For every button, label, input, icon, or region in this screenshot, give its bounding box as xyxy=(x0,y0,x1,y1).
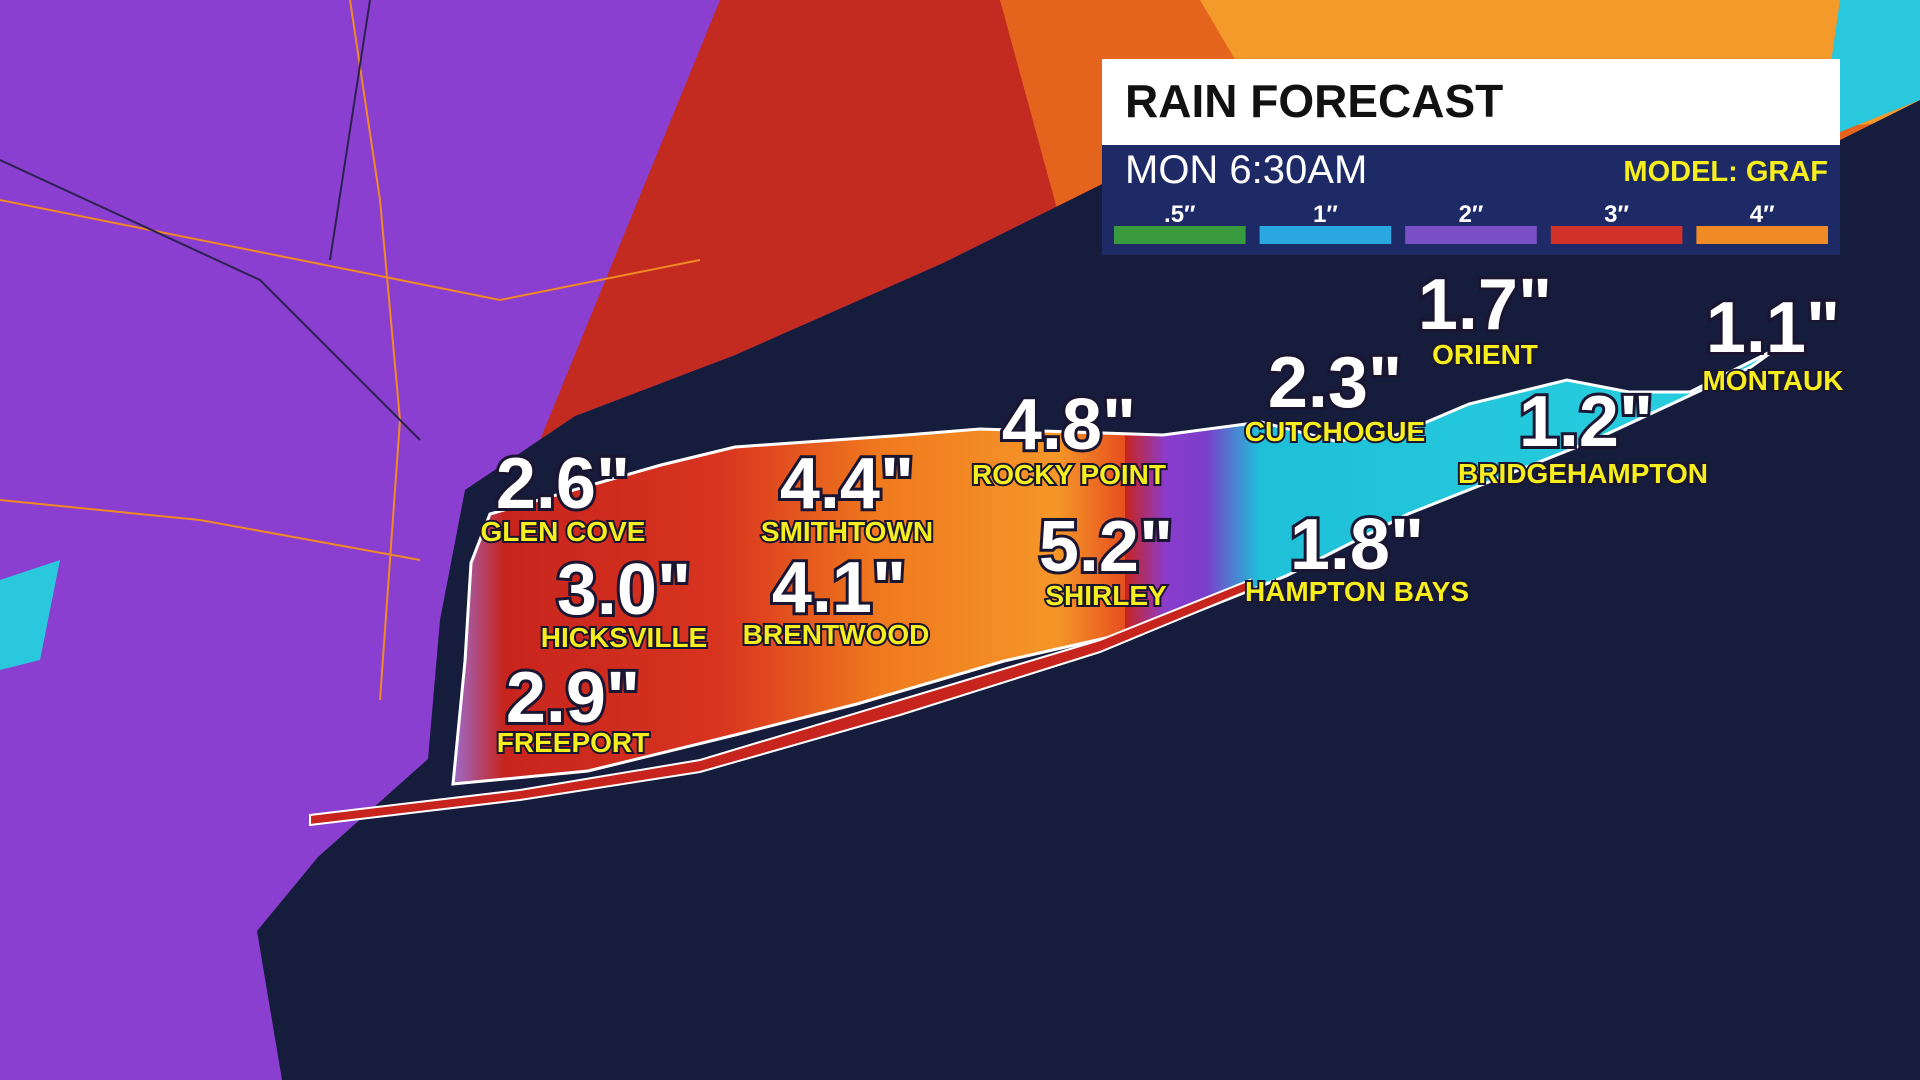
location-value: 2.6" xyxy=(496,444,630,524)
legend-swatch xyxy=(1114,226,1246,244)
forecast-panel: RAIN FORECAST MON 6:30AM MODEL: GRAF .5″… xyxy=(1102,59,1840,255)
legend-label: 4″ xyxy=(1750,201,1775,228)
location-name: BRIDGEHAMPTON xyxy=(1458,458,1708,489)
location-name: ORIENT xyxy=(1432,339,1538,370)
location-name: CUTCHOGUE xyxy=(1245,416,1425,447)
location-value: 4.8" xyxy=(1002,385,1136,465)
location-value: 4.1" xyxy=(772,548,906,628)
location-value: 1.7" xyxy=(1418,265,1552,345)
location-name: SMITHTOWN xyxy=(761,516,933,547)
location-name: GLEN COVE xyxy=(481,516,646,547)
location-name: HAMPTON BAYS xyxy=(1245,576,1469,607)
location-value: 1.1" xyxy=(1706,288,1840,368)
location-name: HICKSVILLE xyxy=(541,622,707,653)
barrier-island xyxy=(309,578,1251,827)
location-name: FREEPORT xyxy=(497,727,649,758)
long-island xyxy=(451,347,1777,786)
location-name: ROCKY POINT xyxy=(972,459,1166,490)
panel-title: RAIN FORECAST xyxy=(1125,75,1503,127)
location-name: MONTAUK xyxy=(1702,365,1843,396)
location-value: 4.4" xyxy=(780,444,914,524)
location-value: 1.2" xyxy=(1519,382,1653,462)
legend-label: .5″ xyxy=(1164,201,1196,228)
location-name: SHIRLEY xyxy=(1045,580,1167,611)
legend-label: 1″ xyxy=(1313,201,1338,228)
panel-title-bg xyxy=(1102,59,1840,145)
location-value: 3.0" xyxy=(557,550,691,630)
panel-model: MODEL: GRAF xyxy=(1623,156,1828,188)
location-value: 2.3" xyxy=(1268,343,1402,423)
legend-label: 3″ xyxy=(1604,201,1629,228)
location-name: BRENTWOOD xyxy=(743,619,930,650)
legend-swatch xyxy=(1259,226,1392,244)
legend-swatch xyxy=(1550,226,1683,244)
legend: .5″ 1″ 2″ 3″ 4″ xyxy=(1114,201,1828,244)
location-value: 1.8" xyxy=(1290,505,1424,585)
legend-swatch xyxy=(1696,226,1828,244)
locations: 2.6" GLEN COVE 3.0" HICKSVILLE 2.9" FREE… xyxy=(479,262,1846,760)
panel-time: MON 6:30AM xyxy=(1125,148,1367,192)
legend-label: 2″ xyxy=(1459,201,1484,228)
legend-swatch xyxy=(1405,226,1537,244)
location-value: 5.2" xyxy=(1039,507,1173,587)
location-value: 2.9" xyxy=(506,658,640,738)
